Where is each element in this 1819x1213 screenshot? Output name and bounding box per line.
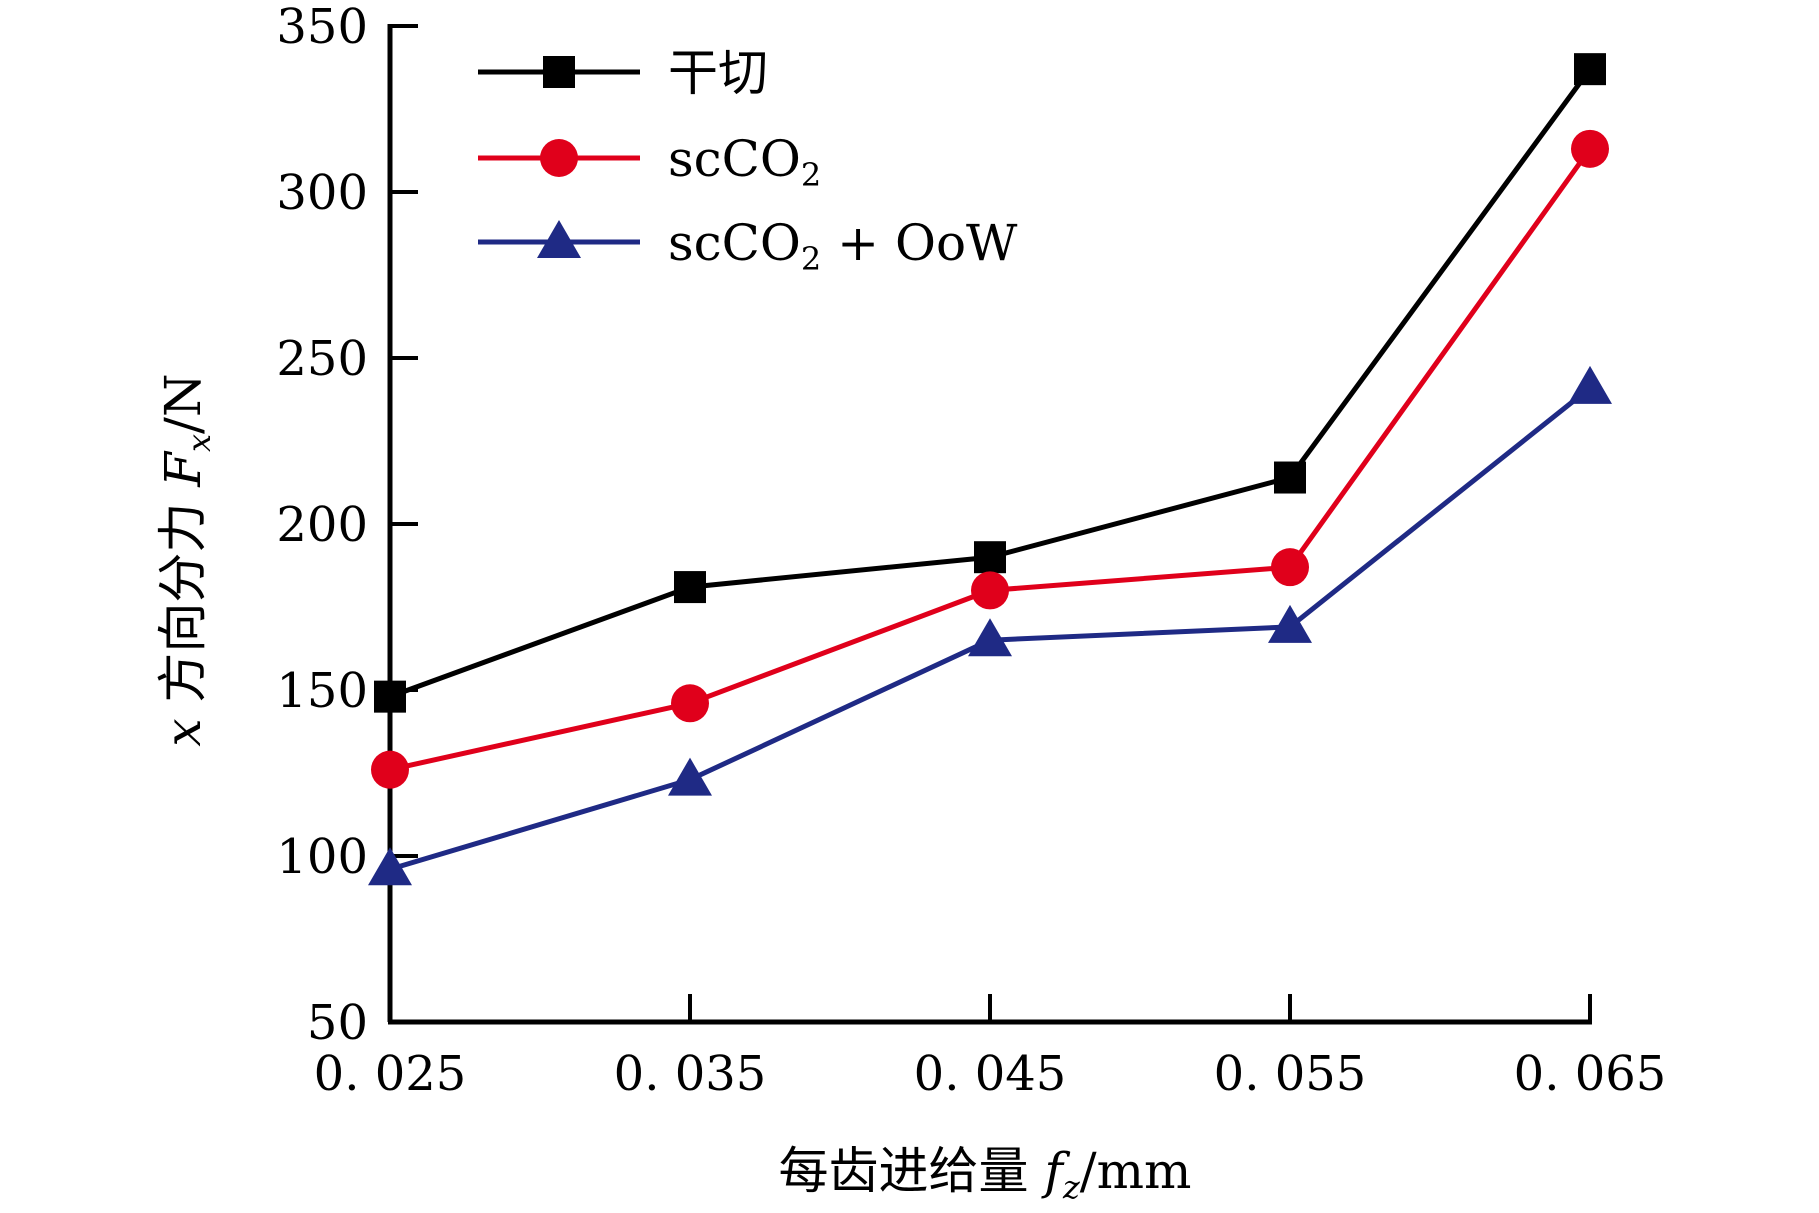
x-axis-ticks: 0. 025 0. 035 0. 045 0. 055 0. 065	[314, 994, 1667, 1102]
y-tick-label: 150	[276, 663, 368, 719]
legend-item-1: scCO2	[478, 130, 821, 194]
y-tick-label: 350	[276, 0, 368, 55]
y-axis-title-suffix: /N	[154, 373, 212, 434]
data-point	[674, 571, 706, 604]
x-tick-label: 0. 025	[314, 1046, 467, 1102]
series-0	[374, 53, 1606, 713]
data-point	[1574, 53, 1606, 86]
x-tick-label: 0. 055	[1214, 1046, 1367, 1102]
series-layer	[368, 53, 1612, 886]
legend-label: scCO2 + OoW	[668, 214, 1018, 278]
legend-label-sub: 2	[801, 240, 821, 278]
y-tick-label: 100	[276, 829, 368, 885]
legend-swatch-marker	[540, 139, 578, 177]
legend-label-main: scCO	[668, 130, 801, 188]
x-tick-label: 0. 045	[914, 1046, 1067, 1102]
data-point	[974, 541, 1006, 574]
legend-label-main: 干切	[668, 44, 768, 102]
y-tick-label: 300	[276, 165, 368, 221]
legend-item-2: scCO2 + OoW	[478, 214, 1018, 278]
series-1	[371, 129, 1609, 789]
data-point	[968, 618, 1012, 657]
data-point	[1568, 365, 1612, 404]
y-axis-ticks: 50 100 150 200 250 300 350	[276, 0, 418, 1051]
legend-swatch-marker	[543, 56, 575, 88]
data-point	[1571, 129, 1609, 168]
y-tick-label: 50	[307, 995, 368, 1051]
x-tick-label: 0. 065	[1514, 1046, 1667, 1102]
data-point	[971, 571, 1009, 610]
x-tick-label: 0. 035	[614, 1046, 767, 1102]
legend-swatch-marker	[537, 220, 581, 258]
data-point	[671, 684, 709, 723]
y-tick-label: 200	[276, 497, 368, 553]
legend-label: 干切	[668, 44, 768, 102]
x-axis-title-prefix: 每齿进给量	[779, 1142, 1045, 1200]
data-point	[374, 680, 406, 713]
y-axis-title: x 方向分力 Fx/N	[154, 373, 218, 746]
legend-label: scCO2	[668, 130, 821, 194]
data-point	[371, 750, 409, 789]
y-axis-title-var1: x	[154, 718, 212, 746]
y-axis-title-text: 方向分力	[154, 487, 212, 719]
series-2	[368, 365, 1612, 886]
data-point	[1271, 548, 1309, 587]
data-point	[1268, 604, 1312, 643]
x-axis-title: 每齿进给量 fz/mm	[779, 1142, 1192, 1206]
legend-label-main: scCO	[668, 214, 801, 272]
y-tick-label: 250	[276, 331, 368, 387]
y-axis-title-sub: x	[180, 434, 218, 452]
x-axis-title-suffix: /mm	[1080, 1142, 1192, 1200]
legend-label-tail: + OoW	[821, 214, 1018, 272]
data-point	[1274, 461, 1306, 494]
legend-item-0: 干切	[478, 44, 768, 102]
x-axis-title-sub: z	[1062, 1168, 1081, 1206]
data-point	[368, 847, 412, 886]
y-axis-title-var: F	[154, 450, 212, 488]
legend-label-sub: 2	[801, 156, 821, 194]
data-point	[668, 757, 712, 796]
